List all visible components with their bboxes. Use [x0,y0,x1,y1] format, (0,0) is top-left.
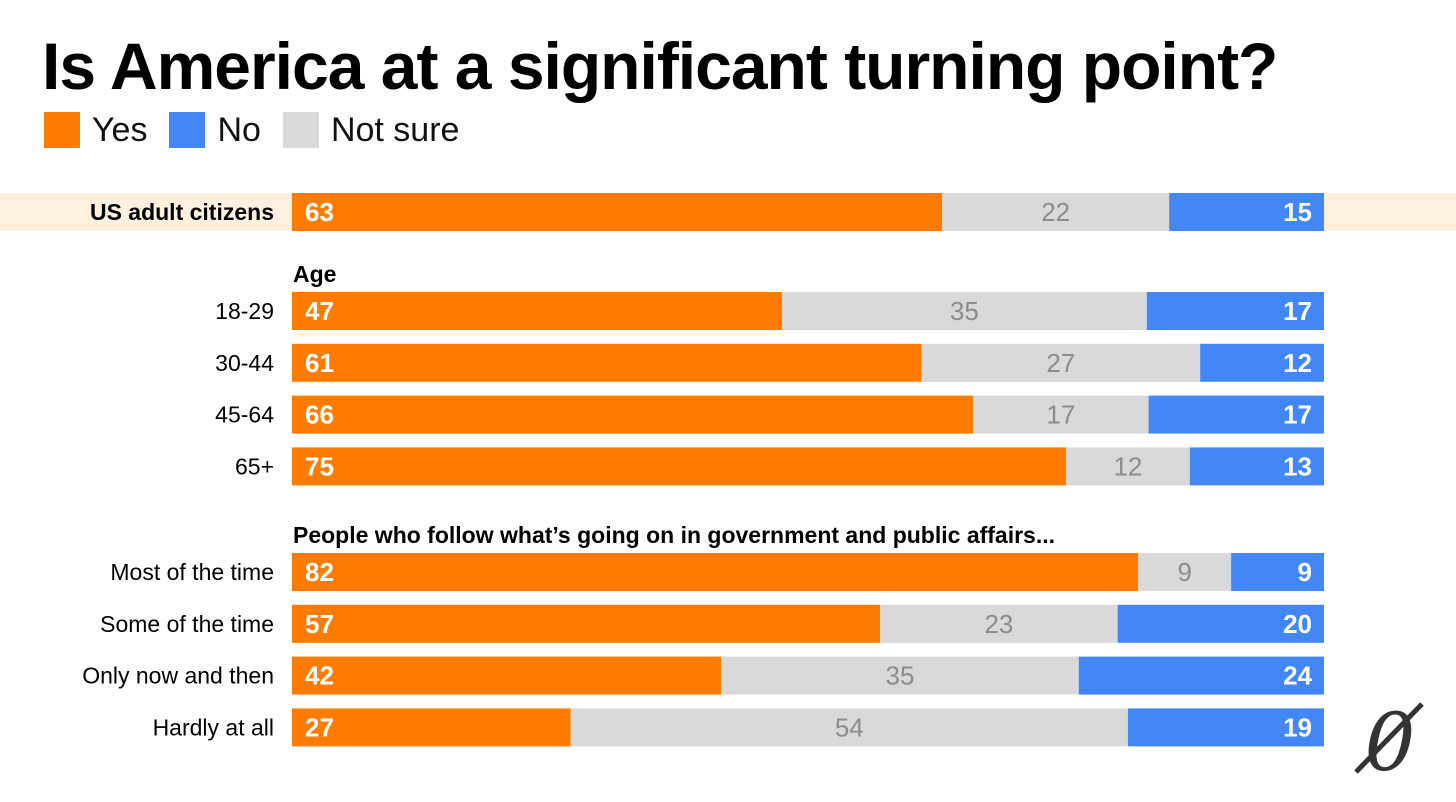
value-label-yes-most-of-the-time: 82 [305,557,334,587]
chart-title: Is America at a significant turning poin… [42,29,1278,103]
group-heading-1: Age [293,261,336,287]
bar-yes-us-adult-citizens [292,193,943,231]
value-label-not-sure-18-29: 35 [950,296,979,326]
bar-not-sure-18-29 [781,292,1147,330]
value-label-not-sure-30-44: 27 [1046,348,1075,378]
zero-slash-logo-icon: 0 [1354,696,1424,780]
value-label-no-30-44: 12 [1283,348,1312,378]
bar-no-30-44 [1200,343,1324,382]
group-heading-2: People who follow what’s going on in gov… [293,522,1055,548]
bar-yes-45-64 [292,395,974,434]
bar-not-sure-most-of-the-time [1138,553,1232,591]
bar-no-most-of-the-time [1231,553,1324,591]
legend-label-no: No [217,111,261,149]
value-label-not-sure-some-of-the-time: 23 [984,609,1013,639]
value-label-yes-us-adult-citizens: 63 [305,197,334,227]
bar-yes-30-44 [292,343,922,382]
row-label-45-64: 45-64 [215,402,274,428]
bar-yes-most-of-the-time [292,553,1139,591]
row-label-most-of-the-time: Most of the time [110,559,274,585]
bar-not-sure-65 [1066,447,1190,486]
value-label-yes-hardly-at-all: 27 [305,712,334,742]
row-label-65: 65+ [235,453,274,479]
value-label-no-only-now-and-then: 24 [1283,661,1312,691]
bar-not-sure-only-now-and-then [721,656,1079,695]
legend-swatch-yes [44,112,80,148]
value-label-yes-30-44: 61 [305,348,334,378]
bar-yes-18-29 [292,292,782,330]
value-label-not-sure-hardly-at-all: 54 [835,712,864,742]
value-label-not-sure-most-of-the-time: 9 [1177,557,1191,587]
value-label-yes-65: 75 [305,451,334,481]
value-label-yes-only-now-and-then: 42 [305,661,334,691]
bar-no-us-adult-citizens [1169,193,1324,231]
value-label-no-us-adult-citizens: 15 [1283,197,1312,227]
bar-yes-65 [292,447,1066,486]
bar-no-45-64 [1148,395,1324,434]
legend-label-not-sure: Not sure [330,111,460,149]
value-label-not-sure-45-64: 17 [1046,400,1075,430]
value-label-not-sure-us-adult-citizens: 22 [1041,197,1070,227]
value-label-no-65: 13 [1283,451,1312,481]
value-label-yes-18-29: 47 [305,296,334,326]
legend-item-no: No [169,111,261,149]
legend-item-yes: Yes [44,112,147,148]
legend-swatch-no [169,112,206,148]
value-label-no-45-64: 17 [1283,400,1312,430]
value-label-no-some-of-the-time: 20 [1283,609,1312,639]
bar-no-hardly-at-all [1127,708,1324,747]
row-label-18-29: 18-29 [215,298,274,324]
bar-yes-only-now-and-then [292,656,722,695]
row-label-some-of-the-time: Some of the time [100,611,274,637]
logo-slash [1354,702,1424,774]
legend: Yes No Not sure [44,112,481,148]
legend-swatch-not-sure [282,112,319,148]
legend-label-yes: Yes [92,111,148,149]
bar-no-only-now-and-then [1078,656,1324,695]
bar-no-65 [1189,447,1324,486]
value-label-yes-some-of-the-time: 57 [305,609,334,639]
bar-not-sure-hardly-at-all [570,708,1128,747]
bar-no-some-of-the-time [1117,604,1324,643]
bar-not-sure-some-of-the-time [880,604,1118,643]
value-label-no-most-of-the-time: 9 [1298,557,1312,587]
bar-not-sure-30-44 [921,343,1201,382]
value-label-not-sure-only-now-and-then: 35 [885,661,914,691]
row-label-30-44: 30-44 [215,350,274,376]
value-label-no-18-29: 17 [1283,296,1312,326]
bar-yes-hardly-at-all [292,708,571,747]
legend-item-not-sure: Not sure [282,111,460,149]
bar-yes-some-of-the-time [292,604,881,643]
bar-not-sure-45-64 [973,395,1149,434]
value-label-yes-45-64: 66 [305,400,334,430]
row-label-hardly-at-all: Hardly at all [153,714,274,740]
bar-no-18-29 [1146,292,1324,330]
value-label-not-sure-65: 12 [1113,451,1142,481]
row-label-only-now-and-then: Only now and then [82,663,274,689]
row-label-us-adult-citizens: US adult citizens [90,199,274,225]
bar-not-sure-us-adult-citizens [942,193,1170,231]
value-label-no-hardly-at-all: 19 [1283,712,1312,742]
